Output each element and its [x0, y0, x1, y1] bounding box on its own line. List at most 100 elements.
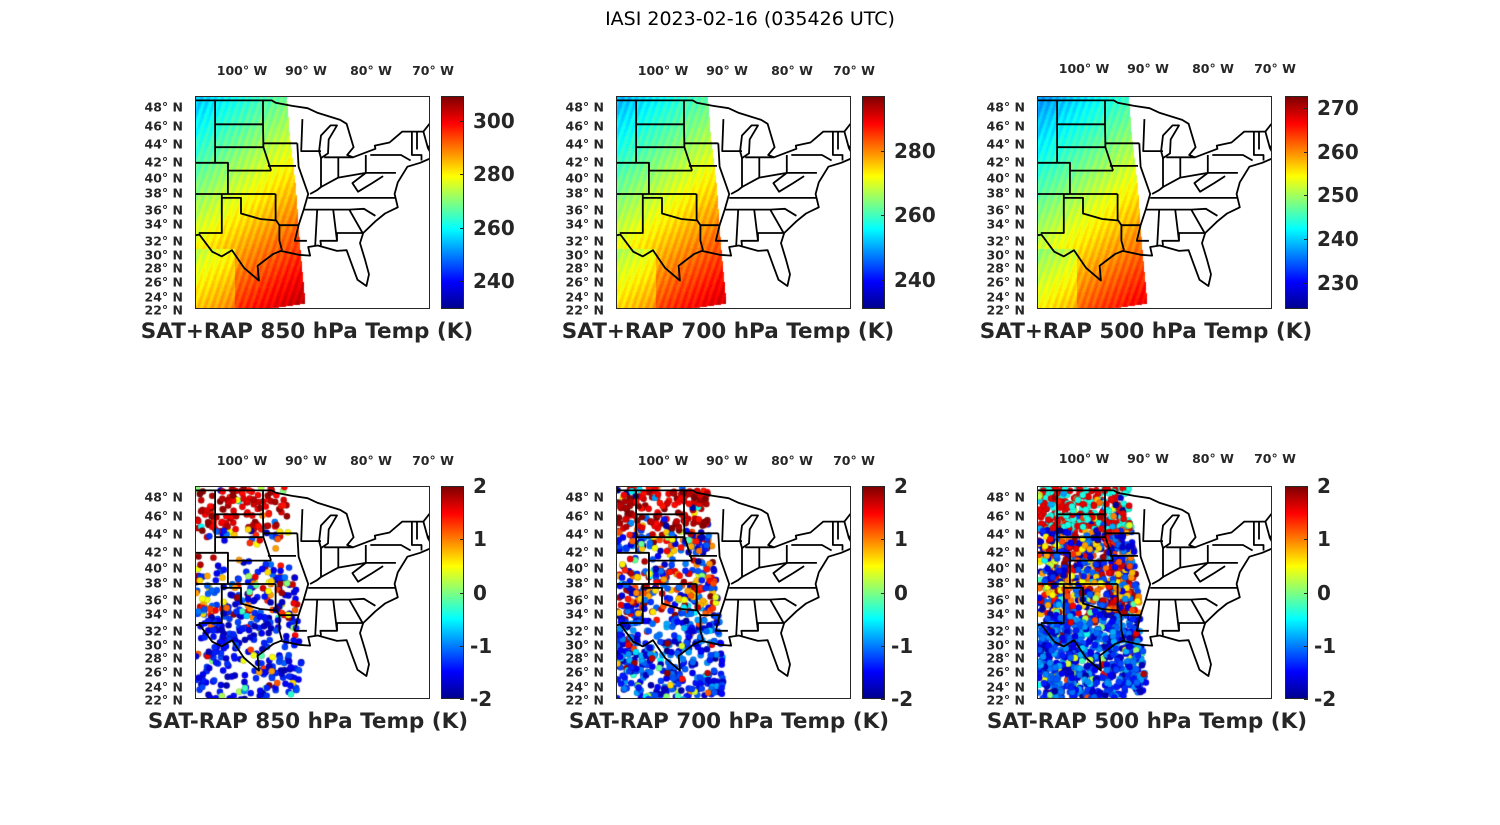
- lat-tick-label: 32° N: [565, 623, 604, 639]
- state-border: [721, 509, 742, 542]
- lat-tick-label: 26° N: [144, 274, 183, 290]
- state-boundaries: [1038, 489, 1271, 677]
- panel-title: SAT-RAP 500 hPa Temp (K): [986, 709, 1308, 734]
- lat-tick-label: 32° N: [986, 623, 1025, 639]
- colorbar-tick-label: 0: [894, 580, 908, 605]
- lat-tick-label: 36° N: [986, 592, 1025, 608]
- state-border: [262, 490, 272, 561]
- lat-tick-label: 48° N: [986, 489, 1025, 505]
- colorbar-tick-label: 270: [1317, 95, 1359, 120]
- lat-tick-label: 44° N: [986, 526, 1025, 542]
- lat-tick-label: 48° N: [144, 489, 183, 505]
- lat-tick-label: 42° N: [986, 544, 1025, 560]
- map-axes: [195, 96, 430, 309]
- lat-tick-label: 28° N: [565, 650, 604, 666]
- state-border: [843, 131, 850, 149]
- state-border: [791, 544, 833, 552]
- colorbar-tick-label: -1: [470, 633, 493, 658]
- state-border: [724, 597, 797, 607]
- panel-title: SAT-RAP 700 hPa Temp (K): [568, 709, 890, 734]
- state-border: [309, 547, 322, 585]
- lon-tick-label: 100° W: [637, 63, 689, 78]
- colorbar-tick-label: 2: [894, 474, 908, 498]
- state-border: [619, 584, 644, 624]
- lat-tick-label: 42° N: [144, 154, 183, 170]
- state-border: [1135, 533, 1152, 632]
- state-border: [741, 545, 788, 578]
- state-border: [619, 194, 644, 234]
- lat-tick-label: 22° N: [144, 302, 183, 318]
- colorbar-tick-mark: [460, 699, 464, 700]
- state-boundaries: [617, 489, 850, 677]
- lat-tick-label: 30° N: [144, 637, 183, 653]
- colorbar-tick-mark: [1304, 486, 1308, 487]
- colorbar-tick-mark: [1304, 195, 1308, 197]
- colorbar-tick-label: 2: [1317, 474, 1331, 498]
- state-boundaries: [617, 99, 850, 287]
- lat-tick-label: 44° N: [986, 136, 1025, 152]
- state-border: [740, 599, 759, 636]
- lat-tick-label: 48° N: [986, 99, 1025, 115]
- state-boundaries: [1038, 99, 1271, 287]
- state-border: [714, 533, 731, 632]
- colorbar-tick-label: 230: [1317, 270, 1359, 295]
- state-border: [721, 119, 742, 152]
- lat-tick-label: 26° N: [986, 274, 1025, 290]
- lon-tick-label: 70° W: [833, 63, 875, 78]
- state-border: [735, 209, 740, 246]
- colorbar-tick-label: 280: [473, 162, 515, 187]
- lon-tick-label: 70° W: [412, 453, 454, 468]
- lake-michigan-outline: [318, 514, 338, 549]
- state-border: [1120, 615, 1125, 641]
- colorbar-tick-mark: [460, 645, 464, 647]
- state-border: [772, 172, 805, 193]
- state-border: [300, 509, 321, 542]
- state-border: [309, 157, 322, 195]
- lat-tick-label: 24° N: [144, 289, 183, 305]
- lat-tick-label: 44° N: [144, 136, 183, 152]
- lat-tick-label: 26° N: [144, 664, 183, 680]
- colorbar-tick-label: 250: [1317, 183, 1359, 208]
- lat-tick-label: 42° N: [565, 544, 604, 560]
- state-border: [1162, 545, 1209, 578]
- state-border: [1161, 209, 1180, 246]
- lake-michigan-outline: [318, 124, 338, 159]
- colorbar-tick-label: 240: [473, 269, 515, 293]
- state-border: [422, 131, 429, 149]
- state-border: [293, 143, 310, 242]
- lat-tick-label: 44° N: [565, 526, 604, 542]
- state-border: [320, 155, 367, 188]
- state-border: [1063, 587, 1123, 616]
- lat-tick-label: 40° N: [986, 170, 1025, 186]
- state-border: [410, 131, 423, 161]
- state-border: [1142, 509, 1163, 542]
- lat-tick-label: 32° N: [986, 233, 1025, 249]
- lon-tick-label: 100° W: [637, 453, 689, 468]
- lat-tick-label: 36° N: [144, 592, 183, 608]
- temperature-field: [196, 97, 429, 308]
- colorbar-tick-mark: [1304, 699, 1308, 700]
- lat-tick-label: 22° N: [565, 692, 604, 708]
- state-border: [1038, 551, 1071, 561]
- state-border: [320, 545, 367, 578]
- state-border: [1038, 161, 1071, 171]
- lat-tick-label: 38° N: [565, 575, 604, 591]
- lon-tick-label: 90° W: [1127, 451, 1169, 466]
- coastline: [617, 99, 850, 287]
- colorbar-tick-mark: [881, 279, 885, 281]
- lat-tick-label: 22° N: [986, 692, 1025, 708]
- temperature-difference-points: [196, 487, 429, 698]
- lat-tick-label: 34° N: [144, 606, 183, 622]
- colorbar-tick-label: 1: [894, 527, 908, 552]
- lat-tick-label: 30° N: [565, 637, 604, 653]
- state-border: [1063, 197, 1123, 226]
- map-axes: [195, 486, 430, 699]
- lat-tick-label: 34° N: [144, 216, 183, 232]
- state-border: [757, 232, 784, 241]
- lat-tick-label: 40° N: [144, 170, 183, 186]
- coastline: [1038, 489, 1271, 677]
- state-boundaries: [196, 489, 429, 677]
- lat-tick-label: 22° N: [144, 692, 183, 708]
- lat-tick-label: 34° N: [986, 216, 1025, 232]
- colorbar-tick-mark: [881, 150, 885, 152]
